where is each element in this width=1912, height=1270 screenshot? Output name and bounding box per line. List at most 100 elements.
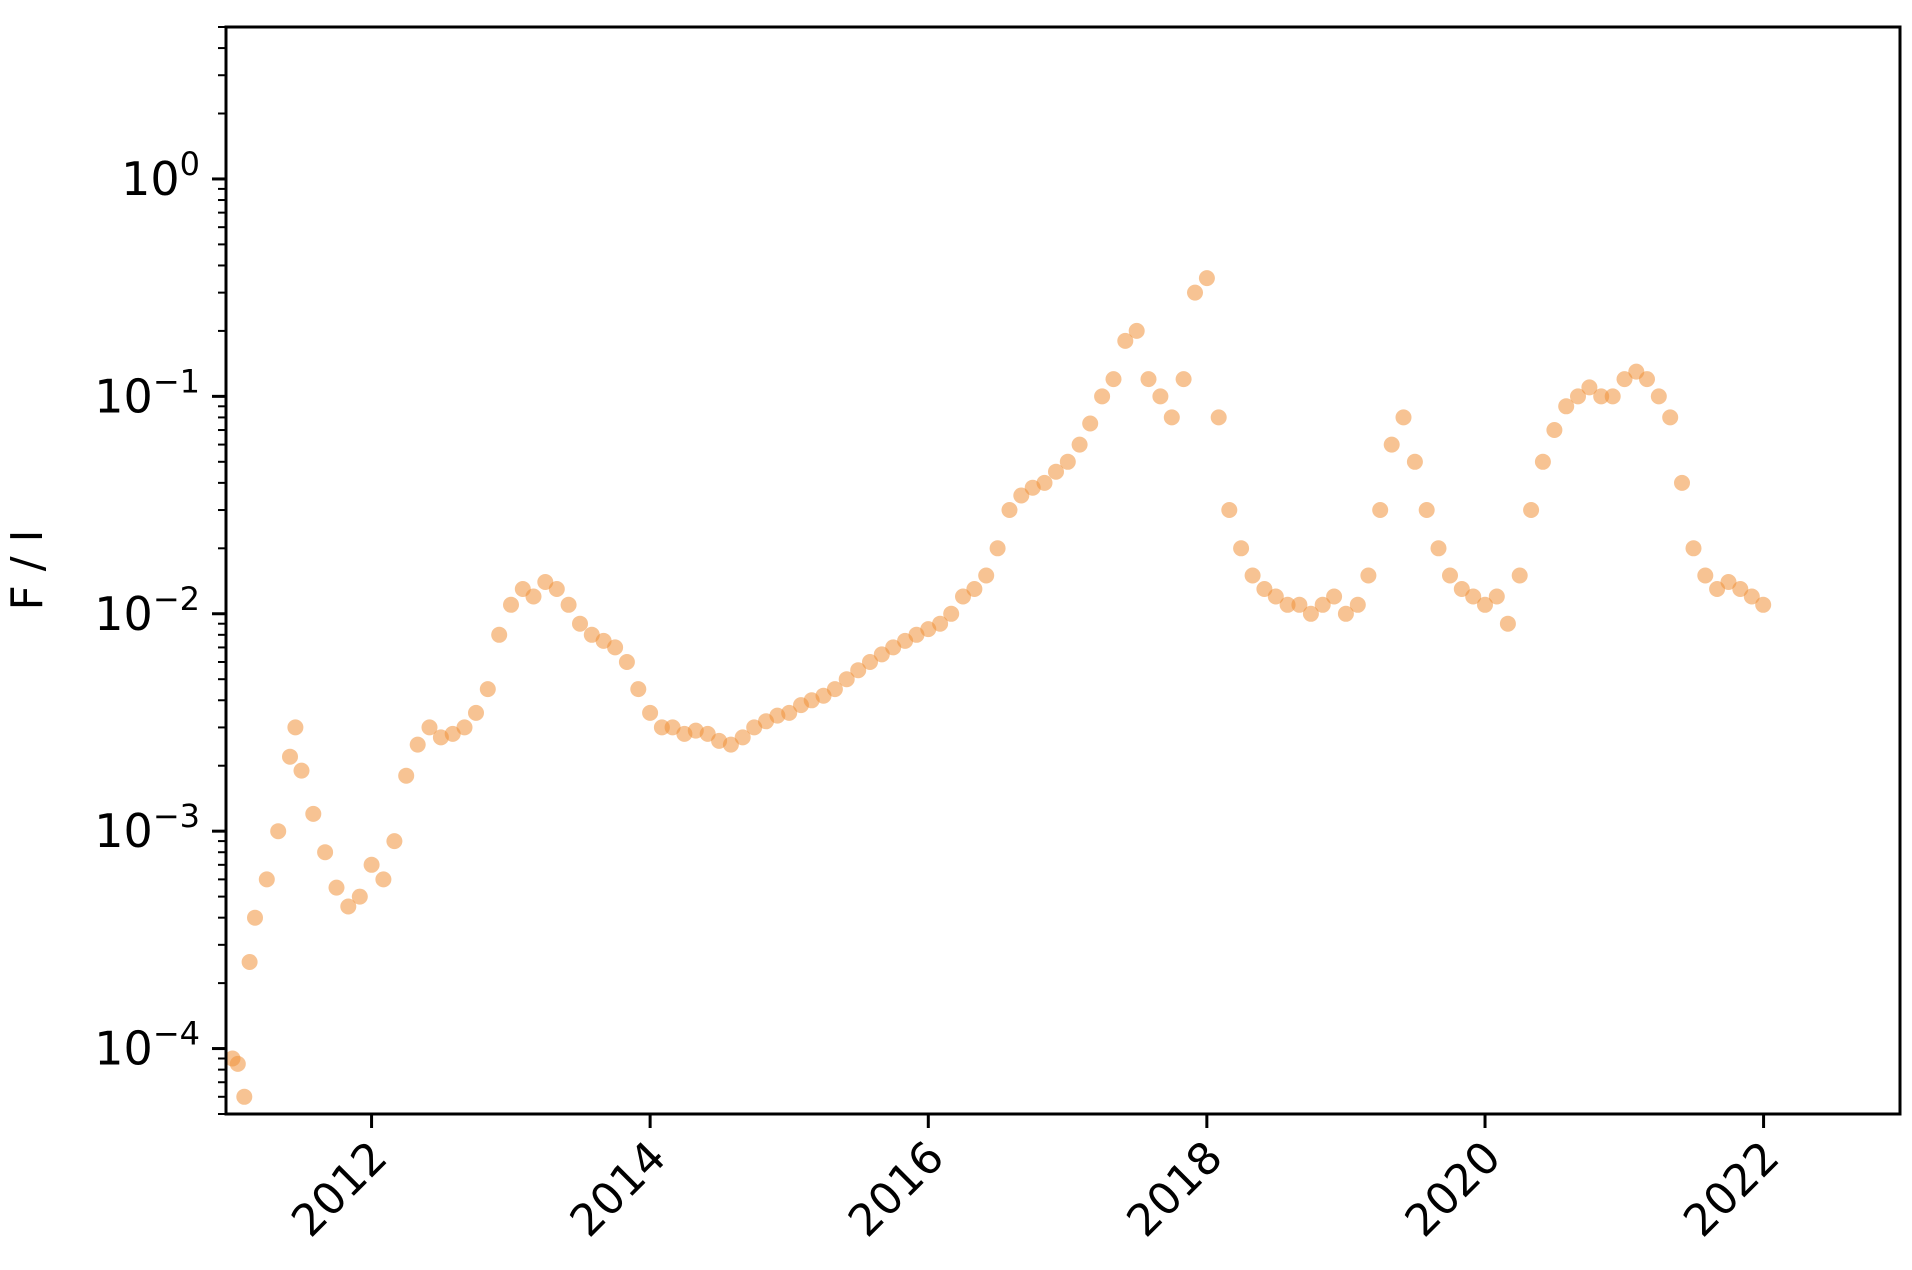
x-tick-label: 2018 <box>1117 1132 1232 1247</box>
data-point <box>1360 567 1377 584</box>
data-point <box>1105 371 1122 388</box>
data-point <box>525 588 542 605</box>
data-point <box>1743 588 1760 605</box>
data-point <box>1395 409 1412 426</box>
data-point <box>537 574 554 590</box>
data-point <box>1430 540 1447 557</box>
plot-frame <box>224 25 1902 1116</box>
data-point <box>618 654 635 670</box>
data-point <box>1094 388 1111 405</box>
data-point <box>1488 588 1505 605</box>
data-point <box>572 615 588 632</box>
data-point <box>1187 284 1203 301</box>
data-point <box>932 615 949 632</box>
data-point <box>287 719 304 736</box>
data-point <box>305 805 322 822</box>
x-axis: 2012 2014 2016 2018 2020 2022 <box>282 1114 1789 1247</box>
data-point <box>664 719 681 736</box>
x-tick-label: 2012 <box>282 1132 397 1247</box>
y-axis: 100 10−1 10−2 10−3 10−4 <box>94 26 226 1115</box>
data-point <box>1233 540 1250 557</box>
data-point <box>1477 596 1493 613</box>
data-point <box>236 1088 253 1105</box>
data-point <box>1732 581 1749 597</box>
data-point <box>1071 436 1088 453</box>
data-point <box>943 605 960 622</box>
data-point <box>1221 502 1238 518</box>
x-tick-label: 2016 <box>839 1132 954 1247</box>
data-point <box>1036 474 1053 491</box>
data-point <box>966 581 983 597</box>
data-point <box>1267 588 1284 605</box>
data-point <box>1349 596 1366 613</box>
data-point <box>1059 453 1076 470</box>
y-tick-label: 10−4 <box>94 1015 200 1076</box>
data-point <box>1117 332 1134 349</box>
data-point <box>1013 487 1030 504</box>
data-point <box>1604 388 1621 405</box>
data-point <box>1581 379 1598 396</box>
data-point <box>1140 371 1157 388</box>
y-tick-label: 10−1 <box>94 362 200 423</box>
data-point <box>1210 409 1227 426</box>
data-point <box>444 725 461 742</box>
data-point <box>270 823 287 840</box>
data-point <box>479 681 496 698</box>
data-point <box>885 639 902 656</box>
data-point <box>409 736 426 753</box>
data-point <box>1048 463 1064 480</box>
data-point <box>468 704 484 721</box>
data-point <box>1291 596 1308 613</box>
data-point <box>1558 398 1575 415</box>
data-point <box>1442 567 1458 584</box>
data-point <box>1593 388 1610 405</box>
data-point <box>1082 415 1099 432</box>
data-point <box>1662 409 1679 426</box>
data-point <box>1128 322 1145 339</box>
data-point <box>734 729 751 746</box>
x-tick-label: 2014 <box>561 1132 676 1247</box>
data-point <box>630 681 647 698</box>
data-point <box>1639 371 1655 388</box>
data-point <box>1372 502 1389 518</box>
data-point <box>1418 502 1435 518</box>
data-point <box>363 856 380 873</box>
data-point <box>1453 581 1470 597</box>
data-point <box>838 671 855 688</box>
data-point <box>1244 567 1261 584</box>
data-point <box>340 898 357 915</box>
data-point <box>1534 453 1551 470</box>
data-point <box>1465 588 1482 605</box>
data-point <box>850 662 867 679</box>
y-tick-label: 100 <box>121 145 200 206</box>
data-point <box>1755 596 1772 613</box>
data-point <box>548 581 565 597</box>
y-tick-label: 10−3 <box>94 797 200 858</box>
data-point <box>1001 502 1018 518</box>
data-point <box>421 719 438 736</box>
data-point <box>955 588 971 605</box>
data-point <box>328 879 345 896</box>
data-point <box>560 596 577 613</box>
data-point <box>1175 371 1192 388</box>
x-tick-label: 2020 <box>1396 1132 1511 1247</box>
data-point <box>746 719 763 736</box>
data-point <box>583 626 600 643</box>
data-point <box>1279 596 1296 613</box>
data-point <box>456 719 473 736</box>
data-point <box>351 888 368 905</box>
data-point <box>1697 567 1714 584</box>
data-point <box>375 871 392 888</box>
data-point <box>607 639 624 656</box>
data-point <box>1256 581 1273 597</box>
data-point <box>1720 574 1737 590</box>
data-point <box>293 762 310 779</box>
data-point <box>1302 605 1319 622</box>
data-point <box>1523 502 1540 518</box>
data-point <box>491 626 508 643</box>
data-point <box>247 909 263 926</box>
data-point <box>826 681 843 698</box>
data-point <box>1674 474 1690 491</box>
data-point <box>503 596 519 613</box>
